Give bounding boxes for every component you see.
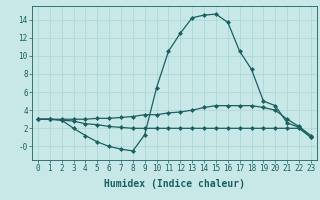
X-axis label: Humidex (Indice chaleur): Humidex (Indice chaleur) <box>104 179 245 189</box>
